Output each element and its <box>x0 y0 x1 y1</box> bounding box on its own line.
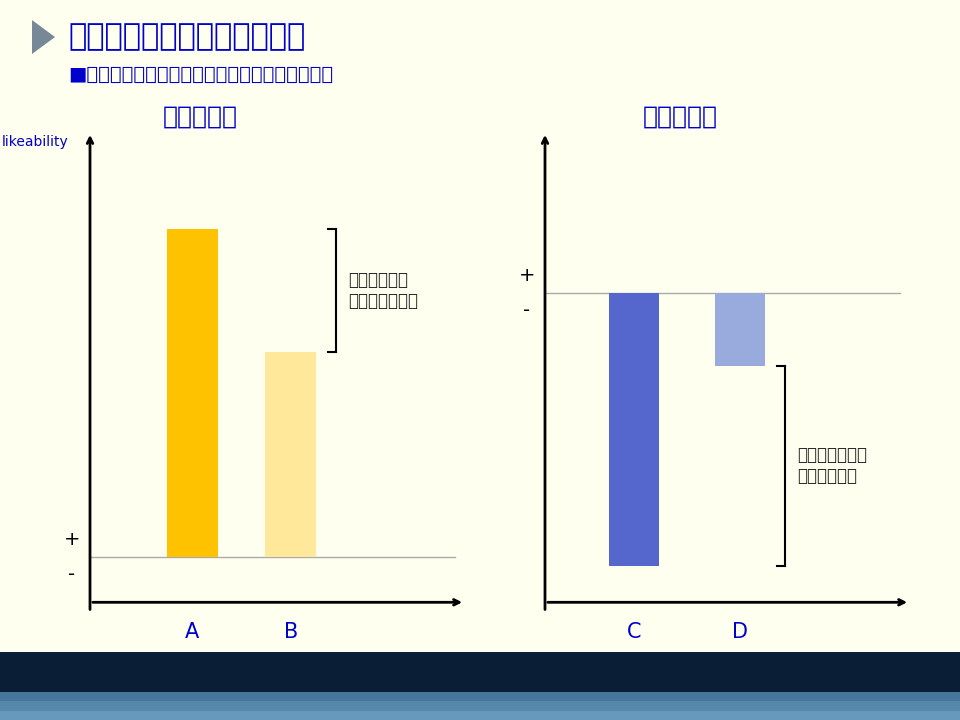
Text: ■他よりも没頭できるか、相対的に苦痛でないか: ■他よりも没頭できるか、相対的に苦痛でないか <box>68 65 333 84</box>
Text: -: - <box>68 564 76 584</box>
Bar <box>609 293 659 566</box>
Text: +: + <box>518 266 536 284</box>
Bar <box>715 293 765 366</box>
Bar <box>167 229 218 557</box>
Text: D: D <box>732 622 748 642</box>
Text: B: B <box>283 622 298 642</box>
Bar <box>265 352 316 557</box>
Text: 好きの度合: 好きの度合 <box>162 105 237 129</box>
Text: +: + <box>63 530 81 549</box>
Text: A: A <box>185 622 200 642</box>
Text: -: - <box>523 301 531 320</box>
Polygon shape <box>32 20 55 54</box>
Text: 嫌いの度合: 嫌いの度合 <box>642 105 717 129</box>
Text: likeability: likeability <box>2 135 69 149</box>
Text: 天職を見つけるときの着眼点: 天職を見つけるときの着眼点 <box>68 22 305 52</box>
Text: 差が大きければ
収益に繋がる: 差が大きければ 収益に繋がる <box>797 446 867 485</box>
Text: 差が小さいと
収益は出にくい: 差が小さいと 収益は出にくい <box>348 271 419 310</box>
Text: C: C <box>627 622 641 642</box>
